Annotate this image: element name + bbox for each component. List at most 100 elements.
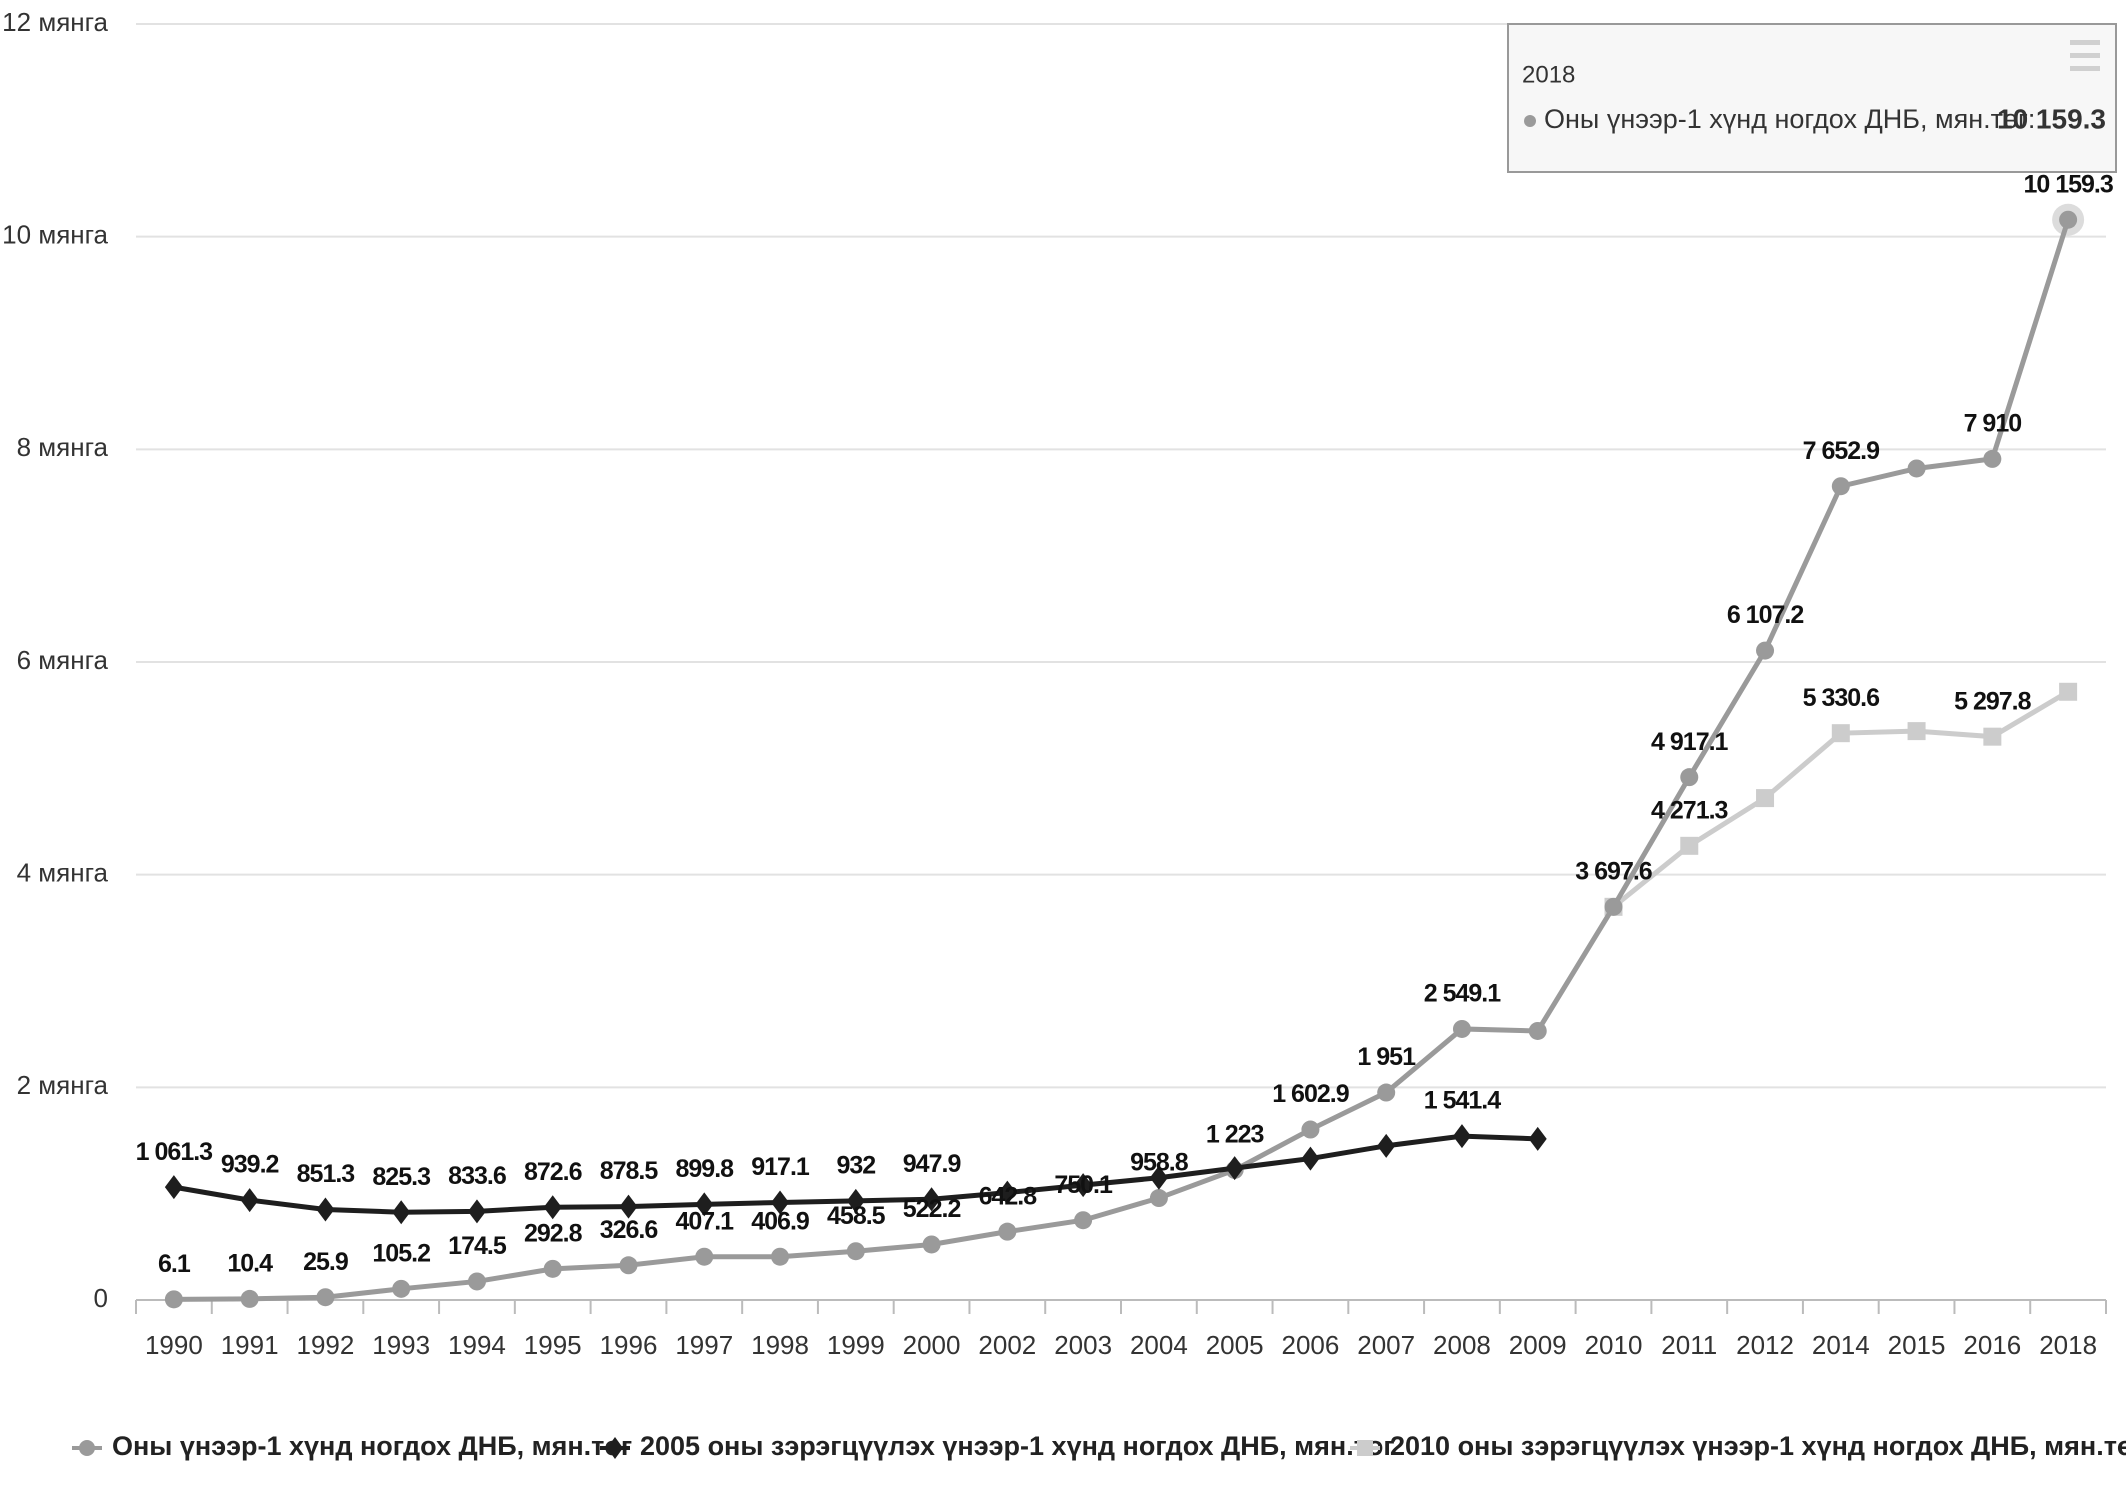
point — [1149, 1189, 1168, 1208]
data-label: 4 917.1 — [1651, 728, 1729, 756]
data-label: 10 159.3 — [2023, 170, 2112, 198]
tooltip-marker — [1524, 115, 1536, 127]
tooltip-label: Оны үнээр-1 хүнд ногдох ДНБ, мян.төг: — [1544, 104, 2035, 134]
point — [467, 1199, 486, 1224]
x-tick-label: 2004 — [1130, 1330, 1188, 1360]
data-label: 105.2 — [372, 1239, 430, 1267]
point — [1907, 459, 1926, 478]
x-tick-label: 1997 — [675, 1330, 733, 1360]
x-tick-label: 1990 — [145, 1330, 203, 1360]
point — [316, 1288, 335, 1307]
point — [1983, 449, 2002, 468]
y-tick-label: 2 мянга — [17, 1070, 109, 1100]
x-tick-label: 2003 — [1054, 1330, 1112, 1360]
point — [695, 1247, 714, 1266]
y-tick-label: 12 мянга — [2, 7, 108, 37]
data-label: 292.8 — [524, 1219, 583, 1247]
y-tick-label: 10 мянга — [2, 220, 108, 250]
legend-label: 2005 оны зэрэгцүүлэх үнээр-1 хүнд ногдох… — [640, 1431, 1395, 1461]
point — [695, 1192, 714, 1217]
point — [771, 1190, 790, 1215]
data-label: 947.9 — [903, 1150, 961, 1178]
point — [2059, 682, 2078, 701]
point — [1452, 1019, 1471, 1038]
x-tick-label: 2014 — [1812, 1330, 1870, 1360]
point — [1452, 1124, 1471, 1149]
x-tick-label: 2007 — [1357, 1330, 1415, 1360]
data-label: 939.2 — [221, 1151, 279, 1179]
legend-item[interactable]: 2005 оны зэрэгцүүлэх үнээр-1 хүнд ногдох… — [600, 1431, 1395, 1461]
x-tick-label: 1994 — [448, 1330, 506, 1360]
point — [392, 1200, 411, 1225]
x-tick-label: 2011 — [1661, 1330, 1717, 1360]
x-tick-label: 1999 — [827, 1330, 885, 1360]
point — [467, 1272, 486, 1291]
x-tick-label: 2015 — [1888, 1330, 1946, 1360]
point — [1074, 1173, 1093, 1198]
data-label: 872.6 — [524, 1158, 582, 1186]
point — [771, 1247, 790, 1266]
legend-item[interactable]: Оны үнээр-1 хүнд ногдох ДНБ, мян.төг — [72, 1431, 632, 1461]
data-label: 1 223 — [1206, 1121, 1264, 1149]
data-label: 899.8 — [675, 1155, 734, 1183]
data-label: 878.5 — [600, 1157, 659, 1185]
point — [164, 1290, 183, 1309]
data-label: 851.3 — [297, 1160, 355, 1188]
legend-label: 2010 оны зэрэгцүүлэх үнээр-1 хүнд ногдох… — [1390, 1431, 2126, 1461]
data-label: 4 271.3 — [1651, 796, 1728, 824]
data-label: 1 061.3 — [136, 1138, 213, 1166]
data-label: 833.6 — [448, 1162, 506, 1190]
hover-halo — [2052, 203, 2085, 236]
data-label: 6.1 — [158, 1250, 191, 1278]
point — [1831, 477, 1850, 496]
data-label: 407.1 — [675, 1207, 734, 1235]
point — [922, 1187, 941, 1212]
point — [1074, 1211, 1093, 1230]
legend-item[interactable]: 2010 оны зэрэгцүүлэх үнээр-1 хүнд ногдох… — [1350, 1431, 2126, 1461]
x-tick-label: 2006 — [1282, 1330, 1340, 1360]
data-label: 917.1 — [751, 1153, 810, 1181]
series-line — [173, 218, 2071, 1302]
point — [846, 1242, 865, 1261]
data-label: 7 910 — [1964, 410, 2022, 438]
data-label: 406.9 — [751, 1207, 809, 1235]
x-tick-label: 2016 — [1963, 1330, 2021, 1360]
point — [1907, 722, 1926, 741]
point — [1983, 727, 2002, 746]
data-label: 1 541.4 — [1424, 1087, 1502, 1115]
data-label: 642.8 — [979, 1182, 1038, 1210]
x-tick-label: 1992 — [297, 1330, 355, 1360]
data-label: 7 652.9 — [1803, 437, 1880, 465]
data-label: 522.2 — [903, 1195, 961, 1223]
data-label: 3 697.6 — [1575, 857, 1652, 885]
data-label: 174.5 — [448, 1232, 507, 1260]
tooltip-value: 10 159.3 — [1997, 103, 2106, 134]
data-label: 1 951 — [1357, 1043, 1416, 1071]
legend-label: Оны үнээр-1 хүнд ногдох ДНБ, мян.төг — [112, 1431, 632, 1461]
point — [1680, 836, 1699, 855]
point — [1756, 789, 1775, 808]
point — [543, 1195, 562, 1220]
point — [240, 1289, 259, 1308]
point — [1604, 897, 1623, 916]
point — [240, 1188, 259, 1213]
data-label: 958.8 — [1130, 1149, 1189, 1177]
point — [1831, 724, 1850, 743]
x-tick-label: 2005 — [1206, 1330, 1264, 1360]
tooltip-box — [1507, 23, 2117, 173]
point — [392, 1279, 411, 1298]
x-tick-label: 1998 — [751, 1330, 809, 1360]
point — [2059, 210, 2078, 229]
y-tick-label: 0 — [94, 1283, 108, 1313]
menu-icon[interactable] — [2070, 40, 2100, 71]
data-label: 825.3 — [372, 1163, 430, 1191]
x-tick-label: 2010 — [1585, 1330, 1643, 1360]
data-label: 5 330.6 — [1803, 684, 1880, 712]
point — [1377, 1133, 1396, 1158]
x-tick-label: 2009 — [1509, 1330, 1567, 1360]
data-label: 750.1 — [1054, 1171, 1113, 1199]
point — [1528, 1126, 1547, 1151]
x-tick-label: 1993 — [372, 1330, 430, 1360]
plot-area: 0 2 мянга 4 мянга 6 мянга 8 мянга 10 мянга 12 … — [2, 7, 2114, 1360]
